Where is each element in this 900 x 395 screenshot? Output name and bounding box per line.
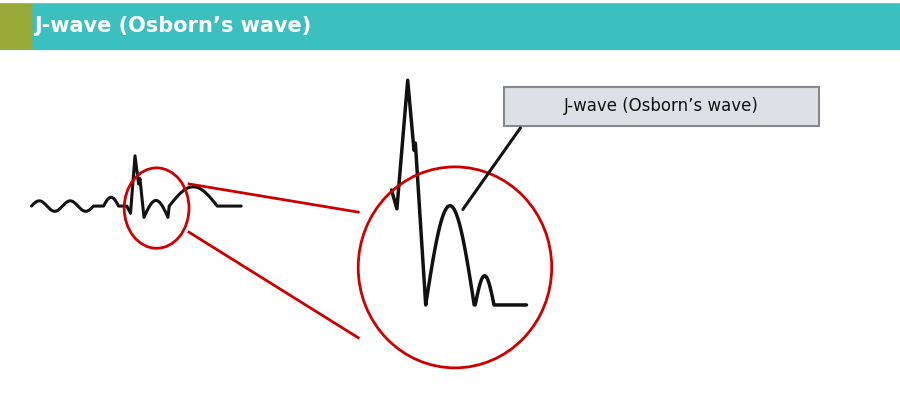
Text: J-wave (Osborn’s wave): J-wave (Osborn’s wave) — [564, 97, 759, 115]
FancyBboxPatch shape — [504, 87, 819, 126]
FancyBboxPatch shape — [0, 4, 32, 50]
FancyBboxPatch shape — [0, 3, 900, 50]
Text: J-wave (Osborn’s wave): J-wave (Osborn’s wave) — [34, 15, 311, 36]
